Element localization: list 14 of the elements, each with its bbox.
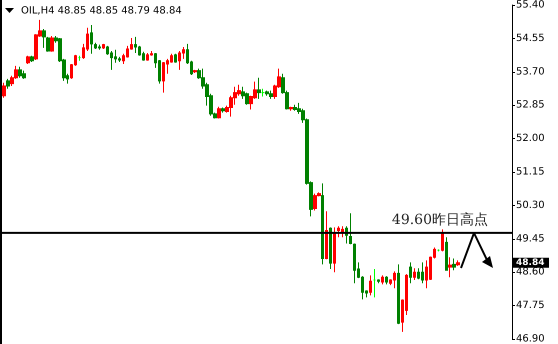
y-tick-label: 52.00 [516, 133, 545, 144]
y-tick-label: 49.45 [516, 233, 545, 244]
y-tick-label: 53.70 [516, 66, 545, 78]
text: 48.84 [516, 258, 544, 268]
chart-title: OIL,H4 48.85 48.85 48.79 48.84 [21, 6, 182, 16]
y-tick-label: 46.90 [516, 334, 545, 344]
y-tick-label: 50.30 [516, 200, 545, 211]
y-tick-label: 47.75 [516, 300, 545, 312]
y-tick-label: 52.85 [516, 100, 545, 111]
y-tick-label: 51.15 [516, 166, 545, 178]
y-tick-label: 55.40 [516, 0, 545, 10]
y-tick-label: 54.55 [516, 32, 545, 44]
ref-line-label: 49.60昨日高点 [392, 212, 488, 228]
y-tick-label: 48.60 [516, 266, 545, 278]
